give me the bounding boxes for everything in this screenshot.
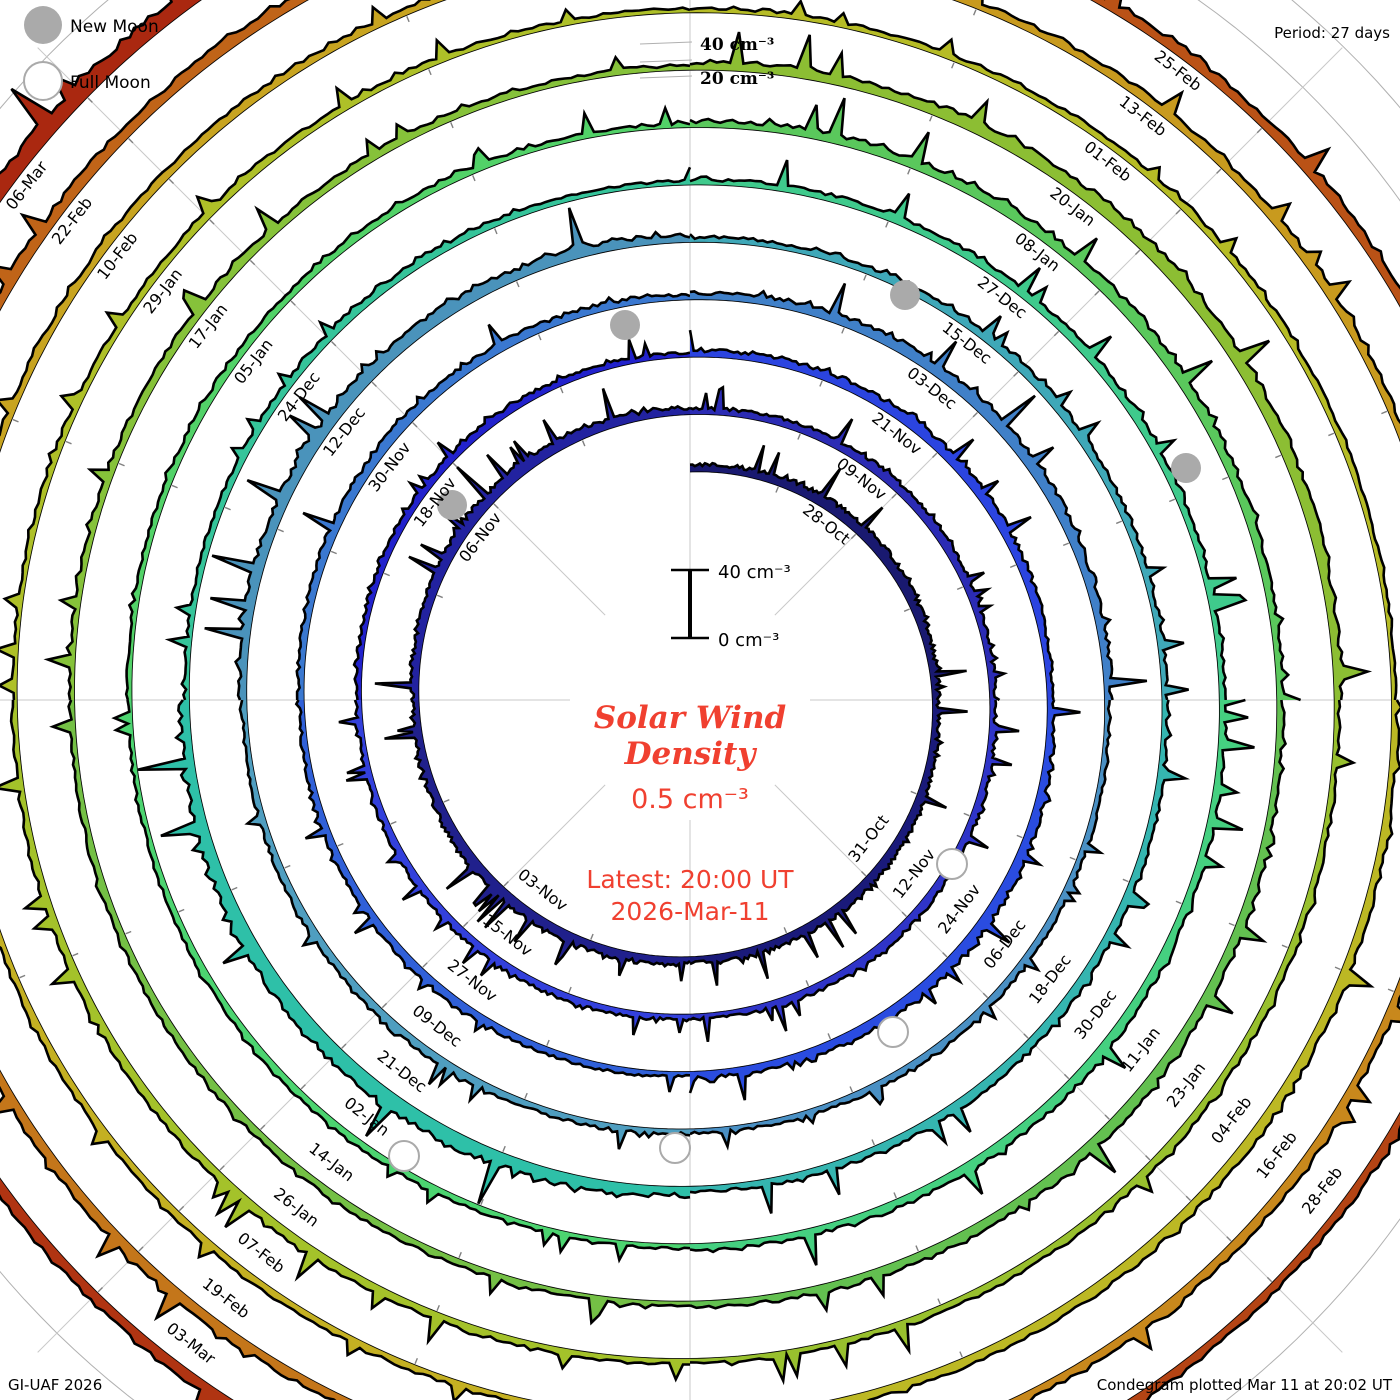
- top-axis-ticks: [639, 41, 693, 79]
- chart-title-line2: Density: [624, 736, 758, 772]
- spiral-arm-trace: [689, 699, 1191, 1214]
- new-moon-icon: [24, 6, 62, 44]
- spiral-arm-trace: [338, 699, 691, 1036]
- full-moon-icon: [23, 61, 63, 101]
- spiral-arm-trace: [164, 166, 692, 701]
- resolution-label: 0.5 cm⁻³: [631, 784, 749, 815]
- spiral-arm-fill: [690, 700, 968, 986]
- spiral-arm-trace: [0, 1194, 202, 1400]
- spiral-arm-trace: [866, 699, 1400, 1400]
- scale-bar: [671, 568, 709, 640]
- spiral-arm-trace: [689, 699, 968, 986]
- spiral-arm-trace: [238, 699, 691, 1150]
- spiral-arm-trace: [374, 388, 691, 701]
- spiral-arm-trace: [689, 444, 967, 701]
- spiral-arm-trace: [49, 699, 691, 1326]
- latest-time: Latest: 20:00 UT: [586, 865, 794, 894]
- new-moon-marker: [610, 310, 640, 340]
- spiral-arm-trace: [204, 207, 691, 701]
- spiral-arm-trace: [295, 292, 691, 701]
- spiral-arm-fill: [114, 700, 691, 1260]
- spiral-arm-trace: [1145, 1124, 1400, 1400]
- spiral-arm-trace: [689, 698, 1255, 1266]
- inner-tick-label: 20 cm⁻³: [700, 69, 774, 89]
- spiral-arm-trace: [352, 339, 691, 701]
- spiral-arm-fill: [690, 1, 1397, 701]
- spiral-arm-trace: [980, 0, 1400, 425]
- spiral-arm-fill: [690, 700, 1354, 1381]
- spiral-arm-trace: [689, 282, 1148, 701]
- spiral-arm-trace: [689, 233, 1189, 701]
- full-moon-marker: [877, 1016, 909, 1048]
- new-moon-marker: [437, 490, 467, 520]
- spiral-arm-trace: [688, 699, 1081, 1101]
- new-moon-marker: [1171, 453, 1201, 483]
- full-moon-marker: [388, 1140, 420, 1172]
- outer-tick-label: 40 cm⁻³: [700, 35, 774, 55]
- moon-markers: [388, 280, 1201, 1172]
- spiral-arm-fill: [338, 700, 690, 1035]
- spiral-arm-trace: [689, 699, 1113, 1151]
- spiral-arm-trace: [0, 0, 432, 437]
- spiral-arm-fill: [690, 445, 967, 700]
- scale-bottom-label: 0 cm⁻³: [718, 630, 779, 651]
- full-moon-legend-label: Full Moon: [70, 73, 151, 93]
- spiral-arm-fill: [138, 700, 691, 1204]
- footer-left: GI-UAF 2026: [8, 1376, 102, 1394]
- new-moon-legend-label: New Moon: [70, 17, 159, 37]
- spiral-arm-fill: [204, 207, 690, 700]
- spiral-arm-trace: [689, 97, 1302, 702]
- full-moon-marker: [659, 1132, 691, 1164]
- period-label: Period: 27 days: [1274, 24, 1390, 42]
- chart-title-line1: Solar Wind: [594, 700, 786, 736]
- spiral-arm-trace: [1029, 994, 1400, 1400]
- spiral-arm-trace: [111, 699, 691, 1264]
- spiral-arm-trace: [689, 31, 1373, 701]
- latest-date: 2026-Mar-11: [610, 897, 769, 926]
- spiral-arm-trace: [689, 0, 1398, 701]
- spiral-arm-fill: [354, 339, 690, 700]
- spiral-arm-trace: [0, 699, 690, 1383]
- spiral-arm-trace: [0, 0, 174, 175]
- spiral-arm-fill: [690, 387, 1005, 700]
- spiral-arm-trace: [0, 6, 691, 701]
- footer-right: Condegram plotted Mar 11 at 20:02 UT: [1097, 1376, 1393, 1394]
- spiral-arm-trace: [688, 329, 1055, 701]
- spiral-arm-trace: [689, 699, 1020, 1042]
- new-moon-marker: [890, 280, 920, 310]
- spiral-arm-trace: [689, 385, 1009, 702]
- spiral-arm-trace: [43, 54, 691, 701]
- spiral-arm-trace: [137, 699, 691, 1205]
- spiral-arm-trace: [1103, 0, 1400, 290]
- scale-top-label: 40 cm⁻³: [718, 562, 791, 583]
- full-moon-marker: [936, 848, 968, 880]
- spiral-arm-trace: [689, 699, 1287, 1314]
- spiral-arm-trace: [0, 1085, 337, 1400]
- spiral-arm-trace: [0, 0, 291, 295]
- spiral-arm-trace: [124, 104, 691, 701]
- spiral-arm-trace: [689, 699, 1357, 1386]
- spiral-arm-trace: [689, 159, 1248, 701]
- spiral-arm-trace: [384, 699, 691, 982]
- spiral-arm-trace: [294, 699, 691, 1093]
